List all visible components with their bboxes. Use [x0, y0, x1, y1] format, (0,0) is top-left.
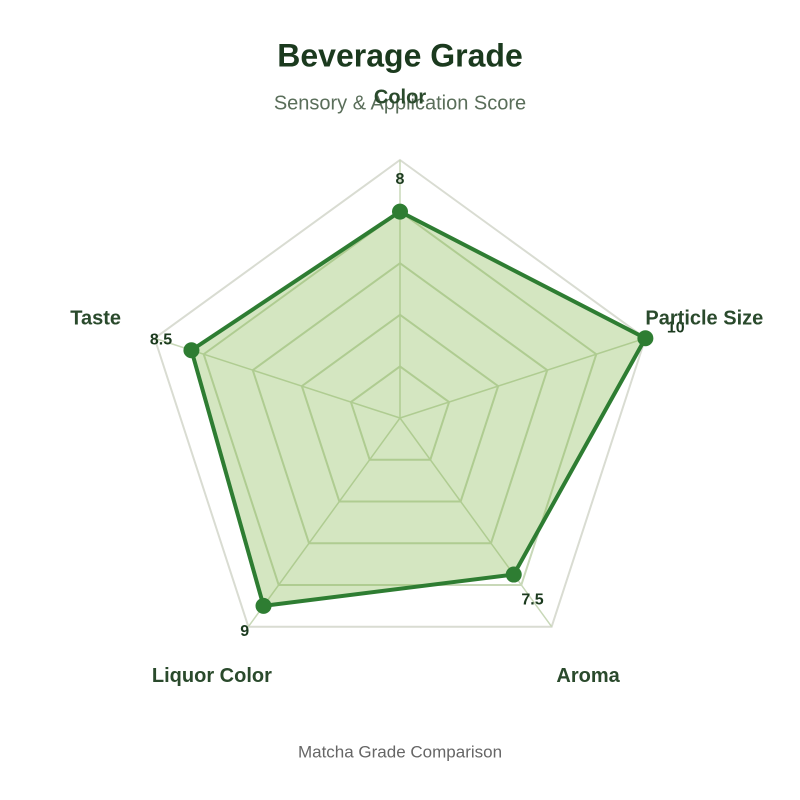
radar-point	[255, 597, 272, 614]
radar-point	[637, 330, 654, 347]
grid-spoke	[399, 417, 553, 628]
chart-title: Beverage Grade	[277, 37, 522, 73]
radar-point	[392, 203, 408, 220]
value-label: 8.5	[150, 332, 172, 349]
grid-ring	[251, 261, 549, 545]
grid-ring	[349, 365, 451, 461]
grid-ring	[153, 158, 647, 628]
value-label: 9	[240, 623, 249, 640]
value-label: 8	[396, 171, 405, 188]
radar-point	[505, 566, 522, 583]
axis-label: Taste	[70, 307, 121, 329]
chart-footer: Matcha Grade Comparison	[298, 742, 502, 761]
axis-label: Aroma	[556, 665, 620, 687]
axis-label: Color	[374, 86, 426, 108]
grid-spoke	[399, 337, 646, 419]
axis-label: Liquor Color	[152, 665, 272, 687]
axis-label: Particle Size	[645, 307, 763, 329]
grid-ring	[202, 210, 598, 586]
chart-subtitle: Sensory & Application Score	[274, 92, 526, 114]
value-label: 7.5	[521, 592, 543, 609]
grid-ring	[300, 313, 500, 503]
radar-point	[183, 342, 200, 359]
radar-area	[189, 209, 648, 608]
value-label: 10	[667, 320, 685, 337]
grid-spoke	[247, 417, 401, 628]
